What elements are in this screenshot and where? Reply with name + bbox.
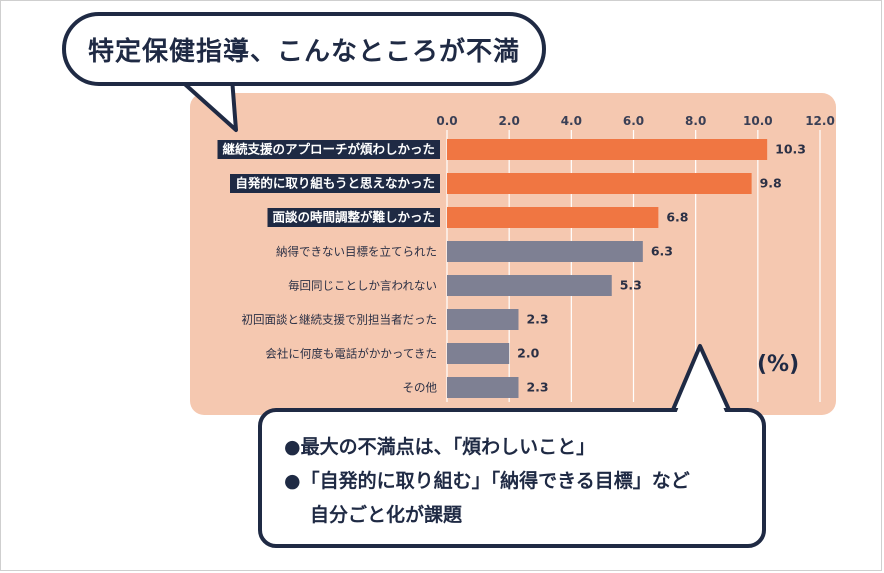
category-label: 初回面談と継続支援で別担当者だった <box>242 313 438 327</box>
title-bubble: 特定保健指導、こんなところが不満 <box>62 12 546 86</box>
summary-bubble: ●最大の不満点は、「煩わしいこと」 ●「自発的に取り組む」「納得できる目標」など… <box>258 408 766 548</box>
value-label: 2.3 <box>526 380 548 395</box>
summary-line-3: 自分ごと化が課題 <box>310 504 463 526</box>
bar <box>447 309 519 330</box>
bar <box>447 173 752 194</box>
x-tick-label: 6.0 <box>623 114 644 128</box>
value-label: 2.3 <box>526 312 548 327</box>
unit-label: (%) <box>757 352 800 377</box>
category-label: 会社に何度も電話がかかってきた <box>265 347 437 361</box>
value-label: 6.3 <box>651 244 673 259</box>
category-label: 納得できない目標を立てられた <box>276 245 437 259</box>
value-label: 2.0 <box>517 346 539 361</box>
summary-line-1: ●最大の不満点は、「煩わしいこと」 <box>284 436 596 458</box>
bar <box>447 241 643 262</box>
category-label: 毎回同じことしか言われない <box>288 279 437 293</box>
category-highlight-bg <box>267 208 440 227</box>
x-tick-label: 12.0 <box>805 114 835 128</box>
x-tick-label: 0.0 <box>436 114 457 128</box>
category-label: 継続支援のアプローチが煩わしかった <box>222 142 435 157</box>
bar <box>447 275 612 296</box>
summary-line-2: ●「自発的に取り組む」「納得できる目標」など <box>284 470 690 492</box>
value-label: 5.3 <box>620 278 642 293</box>
chart-title: 特定保健指導、こんなところが不満 <box>87 36 520 67</box>
category-label: 自発的に取り組もうと思えなかった <box>235 176 435 191</box>
category-highlight-bg <box>217 140 440 159</box>
x-tick-label: 8.0 <box>685 114 706 128</box>
bar <box>447 343 510 364</box>
x-tick-label: 4.0 <box>561 114 582 128</box>
bar <box>447 207 659 228</box>
value-label: 10.3 <box>775 142 806 157</box>
bar <box>447 377 519 398</box>
x-tick-label: 2.0 <box>499 114 520 128</box>
x-tick-label: 10.0 <box>743 114 773 128</box>
bar <box>447 139 768 160</box>
category-label: 面談の時間調整が難しかった <box>272 210 435 225</box>
category-label: その他 <box>403 381 438 395</box>
value-label: 9.8 <box>760 176 782 191</box>
value-label: 6.8 <box>666 210 688 225</box>
category-highlight-bg <box>230 174 440 193</box>
